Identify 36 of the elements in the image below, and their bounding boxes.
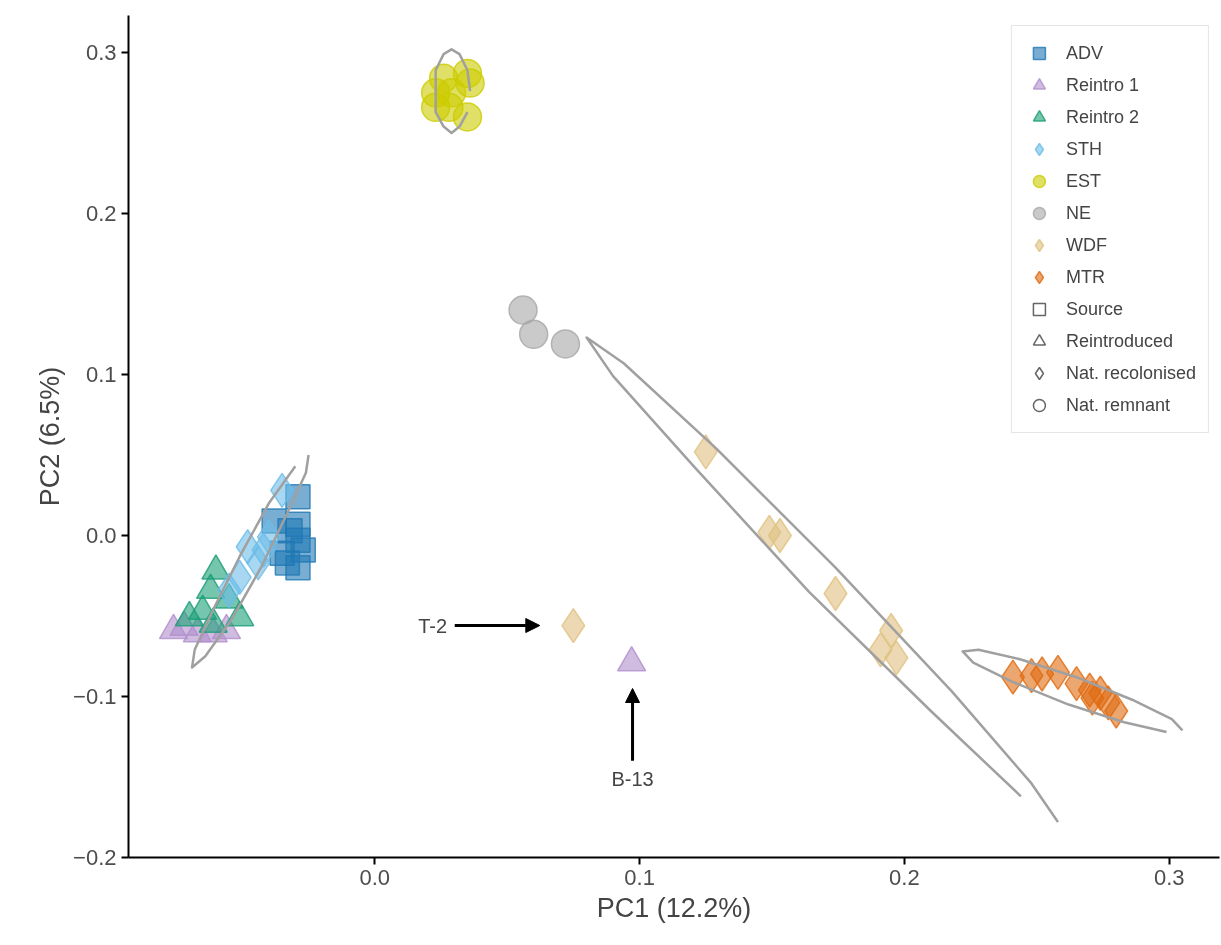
point bbox=[434, 92, 464, 122]
legend-label: Nat. remnant bbox=[1065, 394, 1170, 416]
y-tick-label: 0.3 bbox=[85, 40, 117, 66]
line-series bbox=[190, 453, 310, 669]
y-tick-label: −0.2 bbox=[73, 845, 117, 870]
x-tick-label: 0.2 bbox=[889, 864, 920, 890]
x-axis-title: PC1 (12.2%) bbox=[596, 892, 752, 923]
point bbox=[518, 319, 549, 349]
y-tick-label: −0.1 bbox=[73, 684, 117, 710]
point bbox=[455, 68, 485, 98]
legend-label: Reintro 2 bbox=[1065, 106, 1139, 128]
legend-label: Nat. recolonised bbox=[1065, 362, 1196, 384]
legend-label: MTR bbox=[1065, 266, 1105, 288]
y-axis-title: PC2 (6.5%) bbox=[35, 366, 66, 507]
line-series bbox=[585, 336, 1060, 824]
annotation: T-2 bbox=[418, 614, 448, 637]
legend-label: Source bbox=[1065, 298, 1123, 320]
legend-label: ADV bbox=[1065, 42, 1103, 64]
y-tick-label: 0.2 bbox=[85, 201, 117, 227]
legend-label: Reintro 1 bbox=[1065, 74, 1139, 96]
legend-label: EST bbox=[1065, 170, 1101, 192]
point bbox=[550, 329, 581, 359]
legend-label: NE bbox=[1065, 202, 1091, 224]
point bbox=[508, 295, 538, 325]
x-tick-label: 0.1 bbox=[624, 864, 655, 890]
point bbox=[290, 537, 317, 563]
y-tick-label: 0.1 bbox=[85, 362, 117, 388]
legend-label: WDF bbox=[1065, 234, 1107, 256]
y-tick-label: 0.0 bbox=[85, 523, 117, 549]
annotation: B-13 bbox=[611, 768, 654, 791]
x-tick-label: 0.3 bbox=[1153, 864, 1185, 890]
legend-label: STH bbox=[1065, 138, 1102, 160]
line-series bbox=[961, 648, 1184, 734]
x-tick-label: 0.0 bbox=[359, 864, 391, 890]
legend-label: Reintroduced bbox=[1065, 330, 1173, 352]
point bbox=[767, 517, 793, 554]
